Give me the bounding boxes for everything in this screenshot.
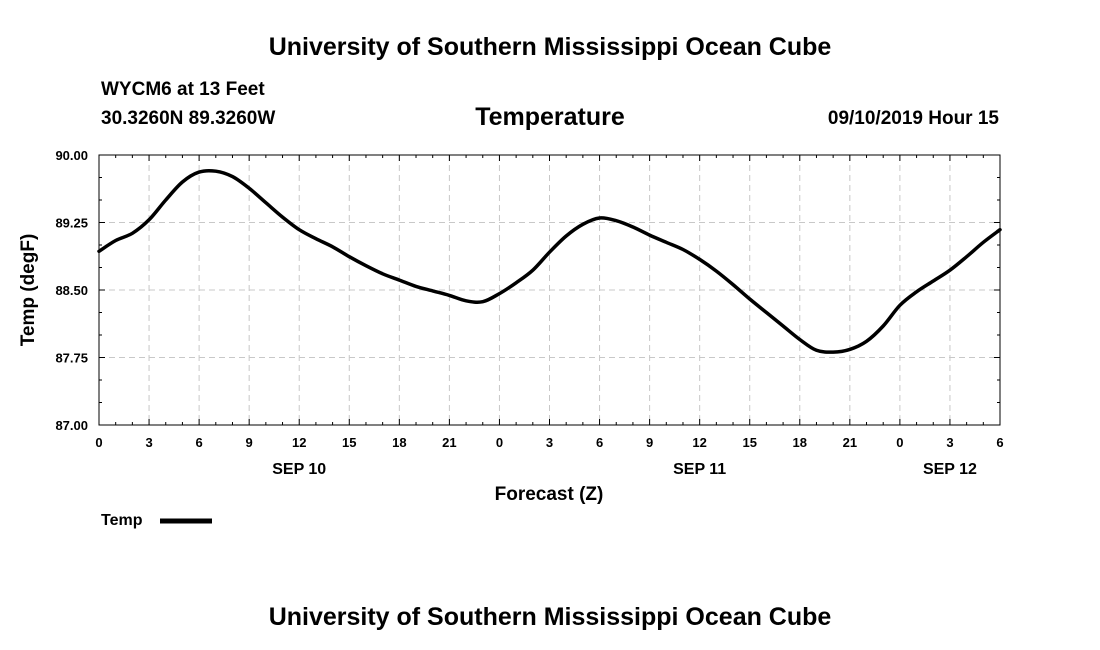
x-tick-label: 21 <box>442 435 456 450</box>
series-line-temp <box>97 168 1002 354</box>
x-tick-label: 18 <box>392 435 406 450</box>
y-tick-label: 90.00 <box>55 148 88 163</box>
y-tick-label: 89.25 <box>55 216 88 231</box>
x-tick-label: 15 <box>742 435 756 450</box>
y-axis-ticks: 87.00 87.75 88.50 89.25 90.00 <box>55 148 1000 433</box>
x-tick-label: 3 <box>546 435 553 450</box>
x-tick-label: 0 <box>95 435 102 450</box>
x-tick-label: 12 <box>292 435 306 450</box>
x-tick-label: 3 <box>145 435 152 450</box>
x-tick-label: 18 <box>793 435 807 450</box>
footer-title: University of Southern Mississippi Ocean… <box>269 603 832 631</box>
x-tick-label: 0 <box>496 435 503 450</box>
series-layer <box>97 168 1002 354</box>
y-tick-label: 87.75 <box>55 351 88 366</box>
y-tick-label: 87.00 <box>55 418 88 433</box>
y-tick-label: 88.50 <box>55 283 88 298</box>
x-tick-label: 6 <box>195 435 202 450</box>
grid-lines <box>99 155 1000 425</box>
station-label: WYCM6 at 13 Feet <box>101 79 265 100</box>
x-date-label: SEP 12 <box>923 461 977 478</box>
legend: Temp <box>101 512 212 529</box>
x-axis-ticks: 0 3 6 9 12 15 18 21 0 3 6 9 12 15 18 21 0 3 6 SEP 10 SEP 11 S… <box>95 155 1004 478</box>
x-tick-label: 0 <box>896 435 903 450</box>
x-tick-label: 9 <box>646 435 653 450</box>
x-tick-label: 12 <box>692 435 706 450</box>
coordinates-label: 30.3260N 89.3260W <box>101 108 275 129</box>
x-axis-label: Forecast (Z) <box>495 484 604 505</box>
x-tick-label: 3 <box>946 435 953 450</box>
x-date-label: SEP 10 <box>272 461 326 478</box>
timestamp-label: 09/10/2019 Hour 15 <box>828 108 1000 129</box>
x-tick-label: 21 <box>843 435 857 450</box>
x-tick-label: 6 <box>596 435 603 450</box>
x-date-label: SEP 11 <box>673 461 726 478</box>
y-axis-label: Temp (degF) <box>18 234 39 347</box>
legend-label: Temp <box>101 512 143 529</box>
header-title: University of Southern Mississippi Ocean… <box>269 33 832 61</box>
variable-title: Temperature <box>475 103 625 131</box>
x-tick-label: 15 <box>342 435 356 450</box>
x-tick-label: 9 <box>246 435 253 450</box>
x-tick-label: 6 <box>996 435 1003 450</box>
